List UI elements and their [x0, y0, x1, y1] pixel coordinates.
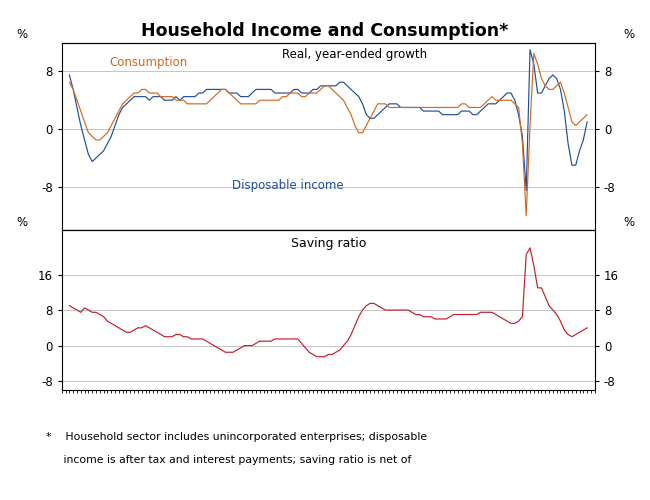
Text: %: % — [16, 216, 27, 228]
Text: %: % — [624, 28, 635, 40]
Text: Saving ratio: Saving ratio — [291, 236, 366, 250]
Text: income is after tax and interest payments; saving ratio is net of: income is after tax and interest payment… — [46, 455, 411, 465]
Text: %: % — [16, 28, 27, 40]
Text: Consumption: Consumption — [110, 56, 188, 68]
Text: %: % — [624, 216, 635, 228]
Text: *    Household sector includes unincorporated enterprises; disposable: * Household sector includes unincorporat… — [46, 432, 426, 442]
Text: Real, year-ended growth: Real, year-ended growth — [282, 48, 428, 61]
Text: Household Income and Consumption*: Household Income and Consumption* — [141, 22, 509, 40]
Text: Disposable income: Disposable income — [232, 180, 344, 192]
